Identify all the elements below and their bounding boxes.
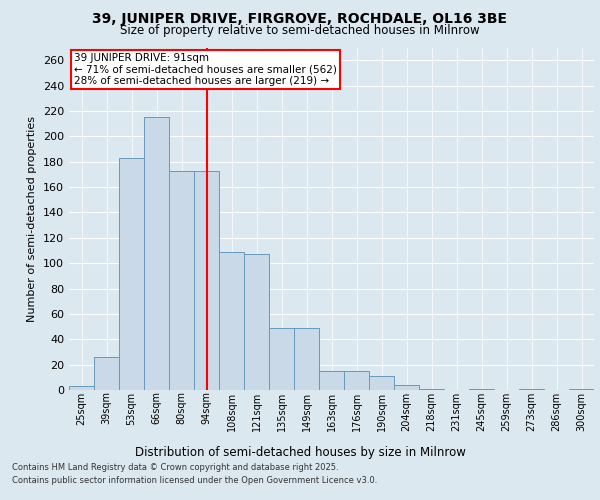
Text: Contains HM Land Registry data © Crown copyright and database right 2025.: Contains HM Land Registry data © Crown c… bbox=[12, 464, 338, 472]
Bar bbox=[144, 118, 169, 390]
Bar bbox=[469, 388, 494, 390]
Text: Size of property relative to semi-detached houses in Milnrow: Size of property relative to semi-detach… bbox=[120, 24, 480, 37]
Bar bbox=[394, 385, 419, 390]
Text: Contains public sector information licensed under the Open Government Licence v3: Contains public sector information licen… bbox=[12, 476, 377, 485]
Bar bbox=[69, 386, 94, 390]
Bar bbox=[169, 170, 194, 390]
Bar bbox=[519, 388, 544, 390]
Bar bbox=[94, 357, 119, 390]
Bar bbox=[269, 328, 294, 390]
Bar bbox=[244, 254, 269, 390]
Y-axis label: Number of semi-detached properties: Number of semi-detached properties bbox=[28, 116, 37, 322]
Bar bbox=[119, 158, 144, 390]
Bar bbox=[219, 252, 244, 390]
Text: 39, JUNIPER DRIVE, FIRGROVE, ROCHDALE, OL16 3BE: 39, JUNIPER DRIVE, FIRGROVE, ROCHDALE, O… bbox=[92, 12, 508, 26]
Bar bbox=[419, 388, 444, 390]
Text: Distribution of semi-detached houses by size in Milnrow: Distribution of semi-detached houses by … bbox=[134, 446, 466, 459]
Bar bbox=[369, 376, 394, 390]
Bar bbox=[319, 371, 344, 390]
Text: 39 JUNIPER DRIVE: 91sqm
← 71% of semi-detached houses are smaller (562)
28% of s: 39 JUNIPER DRIVE: 91sqm ← 71% of semi-de… bbox=[74, 52, 337, 86]
Bar bbox=[569, 388, 594, 390]
Bar bbox=[344, 371, 369, 390]
Bar bbox=[294, 328, 319, 390]
Bar bbox=[194, 170, 219, 390]
